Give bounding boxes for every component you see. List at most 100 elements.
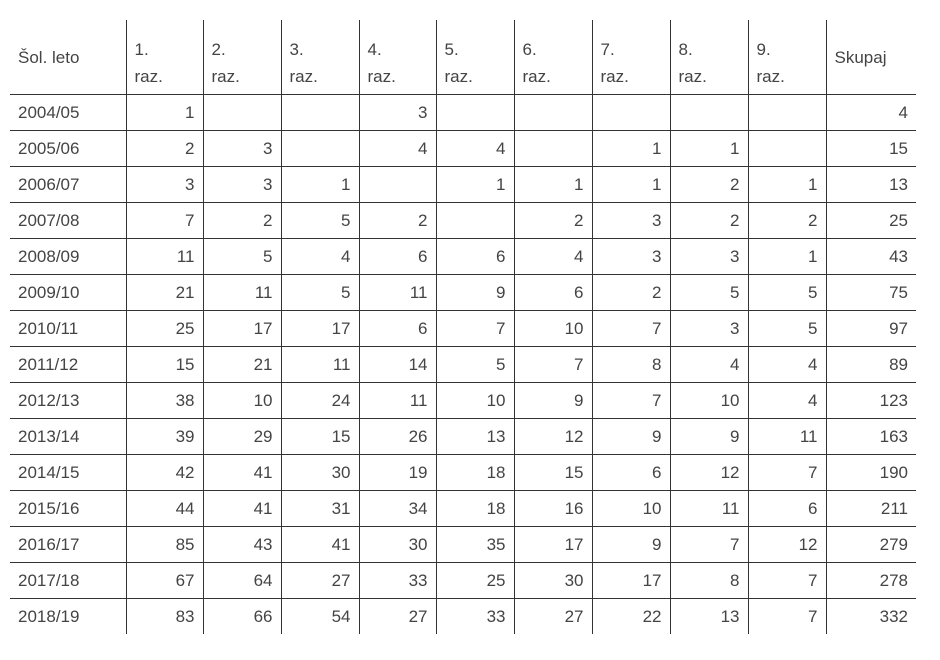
grade-3-cell: 4 (280, 238, 359, 275)
grade-2-cell: 41 (202, 454, 281, 491)
grade-7-cell: 9 (591, 526, 670, 563)
grade-7-cell (591, 94, 670, 131)
grade-9-cell (747, 94, 826, 131)
header-grade-9: 9. raz. (747, 20, 826, 95)
grade-5-cell: 1 (435, 166, 514, 203)
grade-3-cell: 1 (280, 166, 359, 203)
total-cell: 211 (825, 490, 916, 527)
table-row: 2012/13 38 10 24 11 10 9 7 10 4 123 (10, 382, 916, 419)
grade-8-cell: 12 (669, 454, 748, 491)
school-year-cell: 2013/14 (10, 418, 126, 455)
grade-2-cell (202, 94, 281, 131)
grade-2-cell: 41 (202, 490, 281, 527)
grade-3-cell (280, 130, 359, 167)
total-cell: 75 (825, 274, 916, 311)
total-cell: 279 (825, 526, 916, 563)
grade-5-cell: 25 (435, 562, 514, 599)
header-text: 9. (756, 40, 771, 59)
header-text: raz. (444, 67, 473, 86)
grade-1-cell: 42 (125, 454, 203, 491)
grade-8-cell: 13 (669, 598, 748, 634)
grade-3-cell: 5 (280, 202, 359, 239)
table-row: 2016/17 85 43 41 30 35 17 9 7 12 279 (10, 526, 916, 563)
school-year-cell: 2006/07 (10, 166, 126, 203)
school-year-cell: 2015/16 (10, 490, 126, 527)
header-text: Skupaj (834, 47, 887, 67)
school-year-cell: 2012/13 (10, 382, 126, 419)
grade-1-cell: 3 (125, 166, 203, 203)
table-row: 2010/11 25 17 17 6 7 10 7 3 5 97 (10, 310, 916, 347)
total-cell: 13 (825, 166, 916, 203)
grade-7-cell: 3 (591, 238, 670, 275)
school-year-cell: 2010/11 (10, 310, 126, 347)
grade-9-cell: 1 (747, 166, 826, 203)
grade-9-cell: 5 (747, 310, 826, 347)
school-year-cell: 2004/05 (10, 94, 126, 131)
grade-1-cell: 44 (125, 490, 203, 527)
grade-7-cell: 6 (591, 454, 670, 491)
grade-9-cell: 4 (747, 382, 826, 419)
grade-9-cell: 7 (747, 562, 826, 599)
grade-4-cell: 11 (358, 382, 436, 419)
header-text: Šol. leto (18, 47, 80, 67)
grade-6-cell: 4 (513, 238, 592, 275)
school-year-cell: 2005/06 (10, 130, 126, 167)
grade-6-cell: 12 (513, 418, 592, 455)
grade-9-cell: 1 (747, 238, 826, 275)
total-cell: 123 (825, 382, 916, 419)
grade-6-cell: 27 (513, 598, 592, 634)
grade-8-cell: 2 (669, 202, 748, 239)
grade-9-cell (747, 130, 826, 167)
grade-5-cell: 33 (435, 598, 514, 634)
grade-7-cell: 1 (591, 130, 670, 167)
grade-6-cell (513, 94, 592, 131)
header-text: 3. (289, 40, 304, 59)
school-year-cell: 2011/12 (10, 346, 126, 383)
grade-8-cell: 11 (669, 490, 748, 527)
grade-6-cell: 2 (513, 202, 592, 239)
grade-4-cell: 30 (358, 526, 436, 563)
grade-2-cell: 3 (202, 130, 281, 167)
grade-9-cell: 5 (747, 274, 826, 311)
grade-4-cell (358, 166, 436, 203)
school-year-cell: 2008/09 (10, 238, 126, 275)
grade-9-cell: 7 (747, 454, 826, 491)
grade-2-cell: 11 (202, 274, 281, 311)
grade-1-cell: 1 (125, 94, 203, 131)
grade-6-cell: 15 (513, 454, 592, 491)
table-row: 2004/05 1 3 4 (10, 94, 916, 131)
header-text: 1. (134, 40, 149, 59)
grade-7-cell: 10 (591, 490, 670, 527)
grade-2-cell: 29 (202, 418, 281, 455)
grade-3-cell: 54 (280, 598, 359, 634)
grade-8-cell: 3 (669, 310, 748, 347)
grade-4-cell: 2 (358, 202, 436, 239)
table-row: 2011/12 15 21 11 14 5 7 8 4 4 89 (10, 346, 916, 383)
table-row: 2006/07 3 3 1 1 1 1 2 1 13 (10, 166, 916, 203)
grade-3-cell (280, 94, 359, 131)
grade-5-cell: 5 (435, 346, 514, 383)
header-text: 6. (522, 40, 537, 59)
grade-2-cell: 5 (202, 238, 281, 275)
grade-5-cell: 18 (435, 490, 514, 527)
header-text: raz. (522, 67, 551, 86)
table-row: 2013/14 39 29 15 26 13 12 9 9 11 163 (10, 418, 916, 455)
header-row: Šol. leto 1. raz. 2. raz. 3. raz. 4. raz. 5. raz. 6… (10, 20, 916, 95)
grade-1-cell: 83 (125, 598, 203, 634)
table-row: 2017/18 67 64 27 33 25 30 17 8 7 278 (10, 562, 916, 599)
total-cell: 190 (825, 454, 916, 491)
grade-8-cell: 8 (669, 562, 748, 599)
grade-4-cell: 6 (358, 310, 436, 347)
grade-3-cell: 27 (280, 562, 359, 599)
grade-2-cell: 2 (202, 202, 281, 239)
grade-5-cell: 6 (435, 238, 514, 275)
header-grade-2: 2. raz. (202, 20, 281, 95)
grade-3-cell: 17 (280, 310, 359, 347)
grade-8-cell: 7 (669, 526, 748, 563)
grade-7-cell: 1 (591, 166, 670, 203)
total-cell: 163 (825, 418, 916, 455)
header-grade-7: 7. raz. (591, 20, 670, 95)
grade-6-cell: 30 (513, 562, 592, 599)
grade-1-cell: 85 (125, 526, 203, 563)
total-cell: 25 (825, 202, 916, 239)
